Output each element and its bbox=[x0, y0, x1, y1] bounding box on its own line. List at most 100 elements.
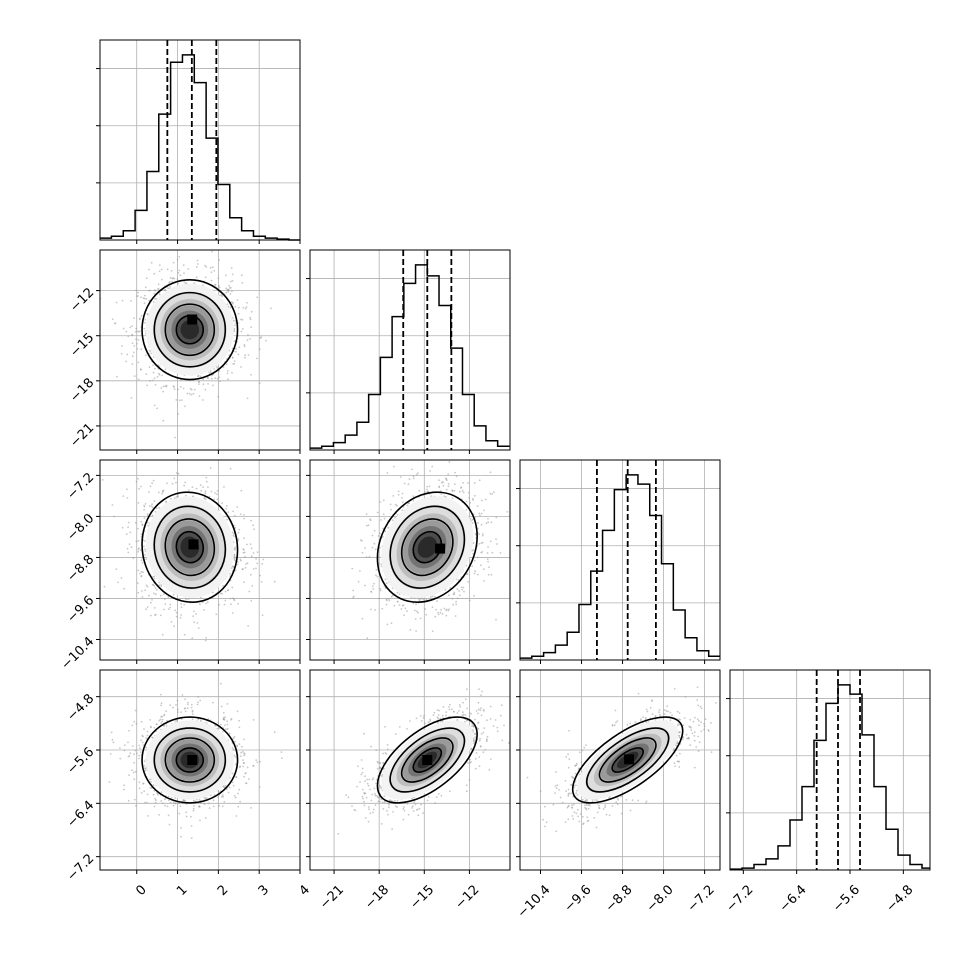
sample-point bbox=[141, 734, 144, 737]
sample-point bbox=[382, 761, 385, 764]
sample-point bbox=[404, 607, 407, 610]
sample-point bbox=[226, 703, 229, 705]
sample-point bbox=[156, 376, 159, 378]
sample-point bbox=[161, 278, 163, 281]
sample-point bbox=[361, 551, 364, 554]
sample-point bbox=[232, 319, 235, 322]
sample-point bbox=[216, 367, 219, 369]
sample-point bbox=[584, 804, 586, 807]
sample-point bbox=[586, 816, 589, 819]
density-shade bbox=[180, 319, 200, 340]
sample-point bbox=[477, 708, 480, 711]
sample-point bbox=[445, 479, 448, 482]
sample-point bbox=[368, 555, 371, 558]
sample-point bbox=[170, 621, 173, 623]
sample-point bbox=[370, 591, 373, 593]
sample-point bbox=[135, 480, 138, 483]
sample-point bbox=[391, 828, 393, 831]
sample-point bbox=[161, 802, 164, 805]
sample-point bbox=[243, 514, 245, 516]
sample-point bbox=[213, 498, 216, 501]
sample-point bbox=[259, 760, 261, 763]
sample-point bbox=[234, 796, 237, 799]
sample-point bbox=[108, 781, 111, 783]
sample-point bbox=[191, 486, 194, 488]
sample-point bbox=[574, 772, 577, 775]
sample-point bbox=[252, 568, 255, 570]
sample-point bbox=[134, 709, 137, 712]
sample-point bbox=[434, 615, 437, 618]
sample-point bbox=[631, 799, 634, 802]
sample-point bbox=[429, 718, 432, 721]
sample-point bbox=[168, 823, 171, 826]
contour-line-1.5 bbox=[153, 505, 227, 589]
sample-point bbox=[687, 736, 690, 739]
sample-point bbox=[182, 799, 185, 802]
sample-point bbox=[113, 515, 116, 518]
sample-point bbox=[439, 717, 442, 720]
sample-point bbox=[159, 718, 162, 721]
sample-point bbox=[467, 581, 469, 583]
sample-point bbox=[135, 804, 137, 807]
sample-point bbox=[381, 535, 384, 538]
sample-point bbox=[441, 714, 444, 717]
sample-point bbox=[228, 786, 231, 789]
sample-point bbox=[468, 496, 470, 499]
sample-point bbox=[474, 757, 477, 760]
sample-point bbox=[111, 318, 114, 320]
sample-point bbox=[667, 710, 669, 713]
sample-point bbox=[361, 771, 364, 774]
sample-point bbox=[693, 739, 696, 742]
sample-point bbox=[200, 596, 202, 599]
sample-point bbox=[462, 586, 465, 589]
sample-point bbox=[213, 368, 216, 370]
density-panel-1-0 bbox=[99, 249, 301, 451]
sample-point bbox=[191, 637, 194, 640]
sample-point bbox=[234, 549, 236, 551]
sample-point bbox=[559, 796, 562, 799]
sample-point bbox=[218, 603, 220, 606]
sample-point bbox=[470, 761, 472, 763]
sample-point bbox=[138, 787, 141, 790]
sample-point bbox=[198, 799, 201, 801]
sample-point bbox=[369, 518, 371, 521]
sample-point bbox=[135, 295, 138, 297]
sample-point bbox=[575, 764, 578, 767]
sample-point bbox=[634, 721, 637, 723]
sample-point bbox=[359, 781, 361, 783]
sample-point bbox=[122, 327, 125, 330]
sample-point bbox=[474, 718, 476, 721]
sample-point bbox=[230, 603, 232, 606]
sample-point bbox=[244, 555, 246, 558]
sample-point bbox=[183, 281, 186, 284]
sample-point bbox=[197, 627, 200, 629]
sample-point bbox=[482, 568, 485, 571]
sample-point bbox=[489, 718, 492, 720]
panel-frame bbox=[99, 39, 301, 241]
sample-point bbox=[153, 789, 156, 792]
panel-frame bbox=[99, 669, 301, 871]
sample-point bbox=[675, 754, 678, 757]
sample-point bbox=[472, 737, 475, 740]
sample-point bbox=[445, 477, 447, 480]
panel-frame bbox=[519, 459, 721, 661]
sample-point bbox=[432, 714, 435, 716]
sample-point bbox=[380, 774, 382, 777]
sample-point bbox=[174, 436, 176, 439]
sample-point bbox=[238, 346, 241, 349]
sample-point bbox=[223, 800, 226, 803]
sample-point bbox=[128, 755, 131, 757]
sample-point bbox=[698, 741, 701, 743]
panel-frame bbox=[729, 669, 931, 871]
sample-point bbox=[128, 729, 130, 732]
sample-point bbox=[227, 378, 229, 381]
x-tick-label: 2 bbox=[215, 882, 231, 898]
sample-point bbox=[360, 773, 363, 776]
sample-point bbox=[175, 495, 178, 498]
sample-point bbox=[161, 718, 164, 721]
contour-line-0.5 bbox=[175, 314, 205, 345]
sample-point bbox=[233, 754, 236, 757]
sample-point bbox=[237, 353, 240, 356]
sample-point bbox=[133, 753, 136, 756]
sample-point bbox=[149, 725, 152, 728]
